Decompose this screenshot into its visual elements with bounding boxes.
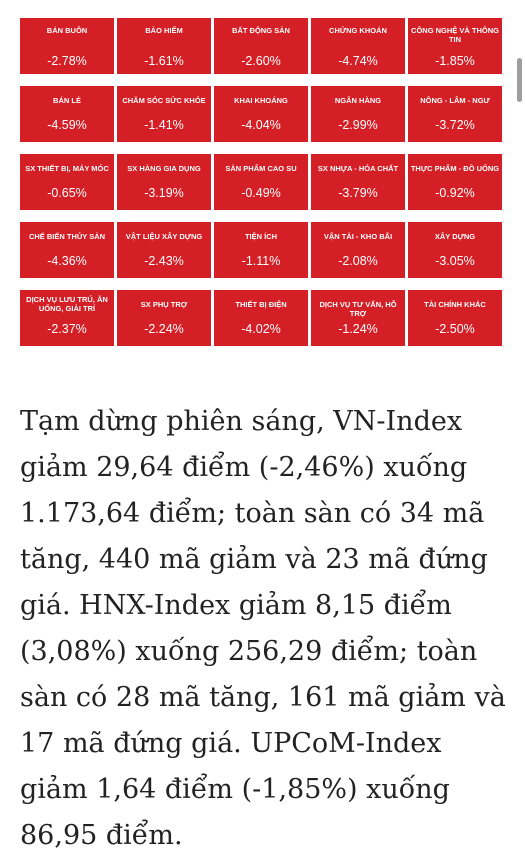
sector-tile[interactable]: SX HÀNG GIA DỤNG -3.19% — [117, 154, 211, 210]
sector-tile[interactable]: VẬT LIỆU XÂY DỰNG -2.43% — [117, 222, 211, 278]
sector-name: SX THIẾT BỊ, MÁY MÓC — [25, 164, 109, 173]
sector-name: KHAI KHOÁNG — [234, 96, 288, 105]
sector-name: BẤT ĐỘNG SẢN — [232, 26, 290, 35]
sector-name: SX HÀNG GIA DỤNG — [127, 164, 201, 173]
sector-name: SẢN PHẨM CAO SU — [225, 164, 297, 173]
sector-change: -2.43% — [144, 254, 184, 268]
sector-change: -0.92% — [435, 186, 475, 200]
sector-tile[interactable]: TIỆN ÍCH -1.11% — [214, 222, 308, 278]
sector-change: -2.08% — [338, 254, 378, 268]
sector-name: TIỆN ÍCH — [244, 232, 278, 241]
sector-name: CHẾ BIẾN THỦY SẢN — [28, 232, 106, 241]
sector-change: -2.60% — [241, 54, 281, 68]
sector-tile[interactable]: THIẾT BỊ ĐIỆN -4.02% — [214, 290, 308, 346]
sector-change: -4.04% — [241, 118, 281, 132]
sector-tile[interactable]: VẬN TẢI - KHO BÃI -2.08% — [311, 222, 405, 278]
sector-tile[interactable]: SX THIẾT BỊ, MÁY MÓC -0.65% — [20, 154, 114, 210]
sector-change: -2.78% — [47, 54, 87, 68]
sector-change: -0.49% — [241, 186, 281, 200]
sector-name: CÔNG NGHỆ VÀ THÔNG TIN — [411, 26, 499, 44]
sector-change: -2.37% — [47, 322, 87, 336]
article-paragraph: Tạm dừng phiên sáng, VN-Index giảm 29,64… — [20, 406, 506, 851]
sector-tile[interactable]: BẢO HIỂM -1.61% — [117, 18, 211, 74]
sector-tile[interactable]: CHỨNG KHOÁN -4.74% — [311, 18, 405, 74]
sector-tile[interactable]: SX NHỰA - HÓA CHẤT -3.79% — [311, 154, 405, 210]
sector-change: -3.79% — [338, 186, 378, 200]
sector-name: THỰC PHẨM - ĐỒ UỐNG — [410, 164, 500, 173]
sector-name: THIẾT BỊ ĐIỆN — [235, 300, 287, 309]
sector-name: VẬT LIỆU XÂY DỰNG — [125, 232, 203, 241]
sector-name: BẢO HIỂM — [145, 26, 183, 35]
sector-name: DỊCH VỤ LƯU TRÚ, ĂN UỐNG, GIẢI TRÍ — [26, 295, 108, 313]
sector-name: BÁN BUÔN — [46, 26, 88, 35]
sector-change: -2.24% — [144, 322, 184, 336]
sector-change: -3.72% — [435, 118, 475, 132]
sector-tile[interactable]: XÂY DỰNG -3.05% — [408, 222, 502, 278]
sector-tile[interactable]: CHĂM SÓC SỨC KHỎE -1.41% — [117, 86, 211, 142]
sector-name: NÔNG - LÂM - NGƯ — [420, 96, 490, 105]
sector-tile[interactable]: KHAI KHOÁNG -4.04% — [214, 86, 308, 142]
sector-change: -3.19% — [144, 186, 184, 200]
sector-change: -2.50% — [435, 322, 475, 336]
sector-tile[interactable]: NGÂN HÀNG -2.99% — [311, 86, 405, 142]
sector-name: VẬN TẢI - KHO BÃI — [323, 232, 393, 241]
sector-change: -2.99% — [338, 118, 378, 132]
sector-change: -1.24% — [338, 322, 378, 336]
sector-name: TÀI CHÍNH KHÁC — [424, 300, 486, 309]
sector-tile[interactable]: BÁN BUÔN -2.78% — [20, 18, 114, 74]
scrollbar-thumb[interactable] — [517, 58, 522, 102]
sector-tile[interactable]: BẤT ĐỘNG SẢN -2.60% — [214, 18, 308, 74]
sector-change: -1.11% — [241, 254, 281, 268]
sector-name: SX NHỰA - HÓA CHẤT — [317, 164, 399, 173]
sector-change: -1.85% — [435, 54, 475, 68]
sector-tile[interactable]: DỊCH VỤ TƯ VẤN, HỖ TRỢ -1.24% — [311, 290, 405, 346]
sector-name: NGÂN HÀNG — [334, 96, 382, 105]
sector-name: CHĂM SÓC SỨC KHỎE — [122, 96, 206, 105]
sector-change: -1.61% — [144, 54, 184, 68]
sector-tile[interactable]: NÔNG - LÂM - NGƯ -3.72% — [408, 86, 502, 142]
sector-change: -1.41% — [144, 118, 184, 132]
sector-tile[interactable]: THỰC PHẨM - ĐỒ UỐNG -0.92% — [408, 154, 502, 210]
sector-tile[interactable]: BÁN LẺ -4.59% — [20, 86, 114, 142]
sector-change: -4.36% — [47, 254, 87, 268]
sector-tile[interactable]: SẢN PHẨM CAO SU -0.49% — [214, 154, 308, 210]
sector-name: SX PHỤ TRỢ — [140, 300, 188, 309]
sector-change: -4.59% — [47, 118, 87, 132]
sector-tile[interactable]: TÀI CHÍNH KHÁC -2.50% — [408, 290, 502, 346]
sector-name: XÂY DỰNG — [434, 232, 476, 241]
sector-tile[interactable]: SX PHỤ TRỢ -2.24% — [117, 290, 211, 346]
sector-change: -3.05% — [435, 254, 475, 268]
sector-name: DỊCH VỤ TƯ VẤN, HỖ TRỢ — [319, 300, 397, 318]
sector-change: -4.74% — [338, 54, 378, 68]
sector-change: -0.65% — [47, 186, 87, 200]
sector-change: -4.02% — [241, 322, 281, 336]
sector-tile[interactable]: CHẾ BIẾN THỦY SẢN -4.36% — [20, 222, 114, 278]
sector-name: BÁN LẺ — [53, 96, 81, 105]
sector-name: CHỨNG KHOÁN — [329, 26, 387, 35]
sector-tile[interactable]: CÔNG NGHỆ VÀ THÔNG TIN -1.85% — [408, 18, 502, 74]
sector-heatmap: BÁN BUÔN -2.78% BẢO HIỂM -1.61% BẤT ĐỘNG… — [20, 18, 502, 346]
sector-tile[interactable]: DỊCH VỤ LƯU TRÚ, ĂN UỐNG, GIẢI TRÍ -2.37… — [20, 290, 114, 346]
